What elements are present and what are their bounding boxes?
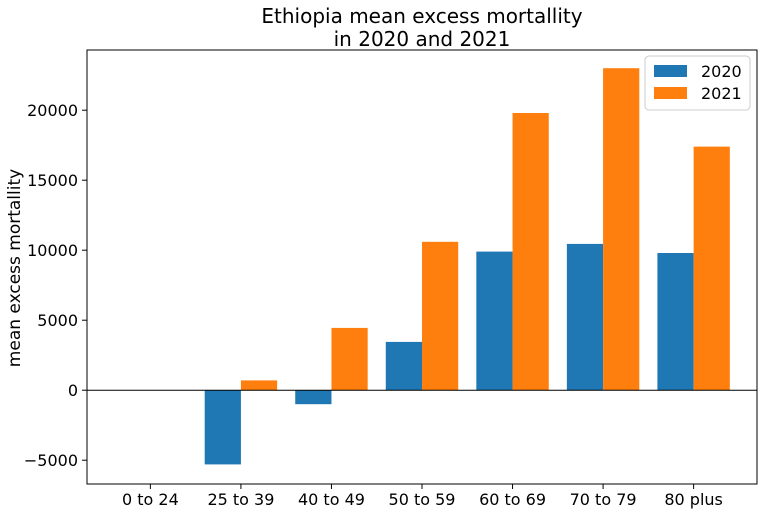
y-axis-ticks: −5000 0 5000 10000 15000 20000 [24, 101, 87, 470]
legend-label-2020: 2020 [701, 62, 742, 81]
y-tick-label: −5000 [24, 451, 78, 470]
bar-2020-3 [385, 341, 422, 391]
bar-2020-1 [204, 390, 241, 465]
x-tick-label: 40 to 49 [298, 490, 365, 509]
legend-swatch-2021 [654, 87, 687, 99]
x-tick-label: 50 to 59 [389, 490, 456, 509]
bars-layer [204, 68, 730, 465]
y-tick-label: 5000 [37, 311, 78, 330]
legend: 2020 2021 [644, 55, 751, 111]
bar-2020-6 [657, 253, 694, 391]
chart-title-line-2: in 2020 and 2021 [334, 27, 511, 51]
x-tick-label: 70 to 79 [570, 490, 637, 509]
bar-2021-1 [240, 380, 278, 391]
legend-swatch-2020 [654, 65, 687, 77]
y-tick-label: 20000 [27, 101, 78, 120]
chart-title-line-1: Ethiopia mean excess mortallity [261, 4, 582, 28]
x-tick-label: 80 plus [664, 490, 723, 509]
bar-2021-3 [422, 241, 459, 391]
bar-2020-5 [566, 243, 604, 391]
bar-2021-4 [512, 113, 549, 391]
bar-2021-5 [603, 68, 640, 391]
x-axis-ticks: 0 to 24 25 to 39 40 to 49 50 to 59 60 to 69 7… [122, 484, 723, 509]
y-tick-label: 15000 [27, 171, 78, 190]
y-axis-label: mean excess mortallity [5, 169, 25, 367]
x-tick-label: 25 to 39 [207, 490, 274, 509]
bar-2020-4 [476, 251, 513, 391]
bar-2020-2 [295, 390, 332, 405]
y-tick-label: 0 [68, 381, 78, 400]
legend-label-2021: 2021 [701, 84, 742, 103]
x-tick-label: 0 to 24 [122, 490, 179, 509]
bar-2021-6 [693, 146, 730, 391]
y-tick-label: 10000 [27, 241, 78, 260]
bar-2021-2 [331, 327, 368, 391]
plot-frame [86, 49, 758, 485]
x-tick-label: 60 to 69 [479, 490, 546, 509]
